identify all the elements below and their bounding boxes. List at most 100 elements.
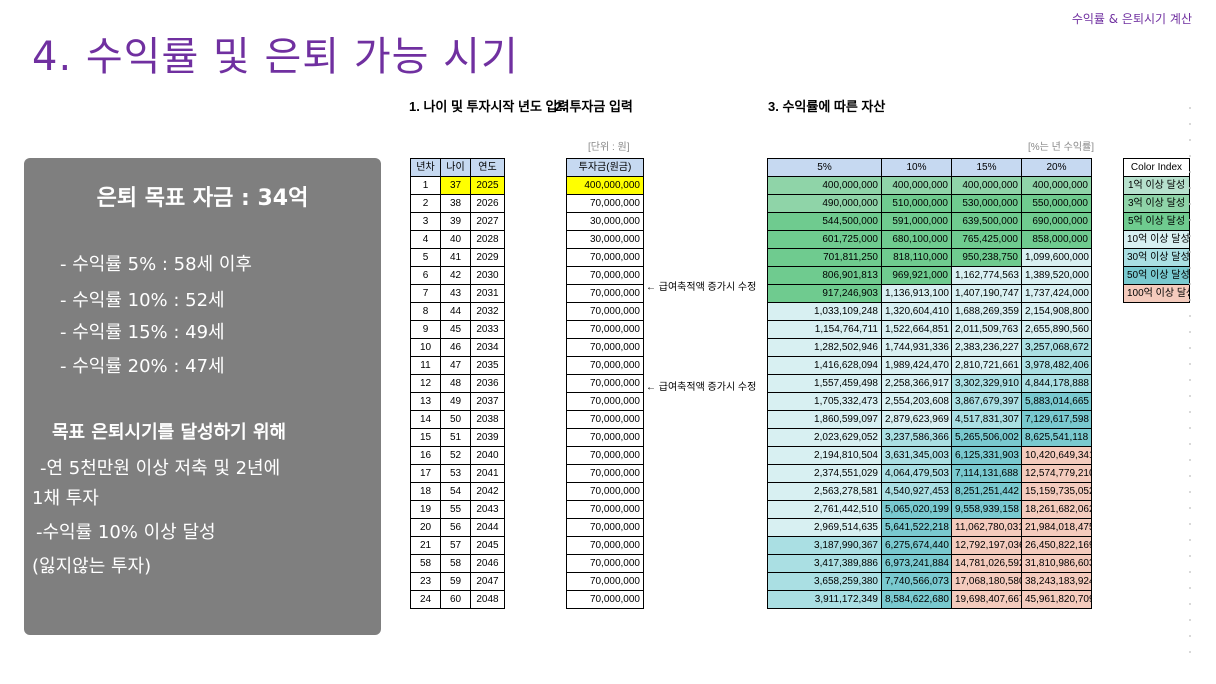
asset-cell: 7,129,617,598: [1021, 410, 1092, 429]
age-cell: 14: [410, 410, 441, 429]
increase-note-1: ← 급여축적액 증가시 수정: [646, 282, 757, 293]
summary-box: 은퇴 목표 자금 : 34억 - 수익률 5% : 58세 이후 - 수익률 1…: [24, 158, 381, 635]
invest-table: 투자금(원금) 400,000,000 70,000,000 30,000,000 3…: [566, 158, 644, 609]
age-cell: 55: [440, 500, 471, 519]
asset-cell: 38,243,183,924: [1021, 572, 1092, 591]
table-row: 70,000,000: [566, 338, 644, 357]
table-row: 7 43 2031: [410, 284, 505, 303]
age-cell: 42: [440, 266, 471, 285]
asset-cell: 3,237,586,366: [881, 428, 952, 447]
age-cell: 12: [410, 374, 441, 393]
asset-cell: 4,540,927,453: [881, 482, 952, 501]
asset-cell: 4,517,831,307: [951, 410, 1022, 429]
table-row: 3,658,259,380 7,740,566,073 17,068,180,580…: [767, 572, 1092, 591]
age-cell: 2044: [470, 518, 505, 537]
asset-cell: 858,000,000: [1021, 230, 1092, 249]
color-index-item: 50억 이상 달성: [1123, 266, 1190, 285]
table-row: 70,000,000: [566, 284, 644, 303]
age-cell: 16: [410, 446, 441, 465]
age-cell: 2028: [470, 230, 505, 249]
asset-cell: 530,000,000: [951, 194, 1022, 213]
asset-cell: 1,705,332,473: [767, 392, 882, 411]
age-cell: 2043: [470, 500, 505, 519]
age-cell: 49: [440, 392, 471, 411]
asset-cell: 1,744,931,336: [881, 338, 952, 357]
invest-cell: 70,000,000: [566, 266, 644, 285]
age-cell: 2030: [470, 266, 505, 285]
age-cell: 44: [440, 302, 471, 321]
asset-cell: 701,811,250: [767, 248, 882, 267]
asset-cell: 3,978,482,406: [1021, 356, 1092, 375]
asset-cell: 12,574,779,210: [1021, 464, 1092, 483]
invest-cell: 70,000,000: [566, 518, 644, 537]
asset-cell: 591,000,000: [881, 212, 952, 231]
asset-header-cell: 10%: [881, 158, 952, 177]
asset-cell: 400,000,000: [951, 176, 1022, 195]
asset-cell: 2,879,623,969: [881, 410, 952, 429]
age-cell: 58: [410, 554, 441, 573]
age-cell: 51: [440, 428, 471, 447]
asset-cell: 2,383,236,227: [951, 338, 1022, 357]
table-row: 11 47 2035: [410, 356, 505, 375]
age-cell: 13: [410, 392, 441, 411]
asset-cell: 400,000,000: [881, 176, 952, 195]
table-row: 5 41 2029: [410, 248, 505, 267]
age-cell: 17: [410, 464, 441, 483]
color-index-item: 30억 이상 달성: [1123, 248, 1190, 267]
table-row: 70,000,000: [566, 482, 644, 501]
asset-cell: 1,557,459,498: [767, 374, 882, 393]
asset-cell: 8,251,251,442: [951, 482, 1022, 501]
asset-cell: 1,416,628,094: [767, 356, 882, 375]
table-row: 3,911,172,349 8,584,622,680 19,698,407,667…: [767, 590, 1092, 609]
age-cell: 58: [440, 554, 471, 573]
table-row: 70,000,000: [566, 392, 644, 411]
age-cell: 2045: [470, 536, 505, 555]
age-cell: 52: [440, 446, 471, 465]
table-row: 806,901,813 969,921,000 1,162,774,563 1,389…: [767, 266, 1092, 285]
table-row: 24 60 2048: [410, 590, 505, 609]
table-row: 70,000,000: [566, 590, 644, 609]
asset-cell: 544,500,000: [767, 212, 882, 231]
age-cell: 2031: [470, 284, 505, 303]
table-row: 70,000,000: [566, 500, 644, 519]
table-row: 21 57 2045: [410, 536, 505, 555]
invest-cell: 70,000,000: [566, 554, 644, 573]
age-cell: 15: [410, 428, 441, 447]
invest-cell: 70,000,000: [566, 572, 644, 591]
table-row: 19 55 2043: [410, 500, 505, 519]
age-cell: 6: [410, 266, 441, 285]
table-row: 601,725,000 680,100,000 765,425,000 858,000…: [767, 230, 1092, 249]
asset-cell: 4,064,479,503: [881, 464, 952, 483]
invest-cell: 70,000,000: [566, 248, 644, 267]
age-cell: 2041: [470, 464, 505, 483]
age-header-cell: 연도: [470, 158, 505, 177]
asset-cell: 1,389,520,000: [1021, 266, 1092, 285]
age-cell: 2036: [470, 374, 505, 393]
age-cell: 7: [410, 284, 441, 303]
plan-heading: 목표 은퇴시기를 달성하기 위해: [52, 422, 287, 443]
table-row: 1,416,628,094 1,989,424,470 2,810,721,661 3…: [767, 356, 1092, 375]
table-row: 3 39 2027: [410, 212, 505, 231]
age-cell: 2033: [470, 320, 505, 339]
asset-cell: 400,000,000: [767, 176, 882, 195]
asset-cell: 550,000,000: [1021, 194, 1092, 213]
rate-line-20: - 수익률 20% : 47세: [60, 356, 225, 377]
asset-cell: 2,761,442,510: [767, 500, 882, 519]
table-row: 23 59 2047: [410, 572, 505, 591]
age-cell: 2046: [470, 554, 505, 573]
age-cell: 45: [440, 320, 471, 339]
asset-cell: 818,110,000: [881, 248, 952, 267]
table-row: 2,761,442,510 5,065,020,199 9,558,939,158 1…: [767, 500, 1092, 519]
table-row: 10 46 2034: [410, 338, 505, 357]
invest-cell: 70,000,000: [566, 320, 644, 339]
invest-cell: 70,000,000: [566, 392, 644, 411]
age-cell: 19: [410, 500, 441, 519]
age-table: 년차 나이 연도 1 37 2025 2 38 2026 3 39 2027 4 40 2028 5 41 20…: [410, 158, 505, 609]
asset-cell: 2,810,721,661: [951, 356, 1022, 375]
age-cell: 2034: [470, 338, 505, 357]
rate-line-10: - 수익률 10% : 52세: [60, 290, 225, 311]
section-1-title: 1. 나이 및 투자시작 년도 입력: [409, 99, 570, 114]
age-cell: 2048: [470, 590, 505, 609]
age-cell: 4: [410, 230, 441, 249]
table-row: 70,000,000: [566, 428, 644, 447]
